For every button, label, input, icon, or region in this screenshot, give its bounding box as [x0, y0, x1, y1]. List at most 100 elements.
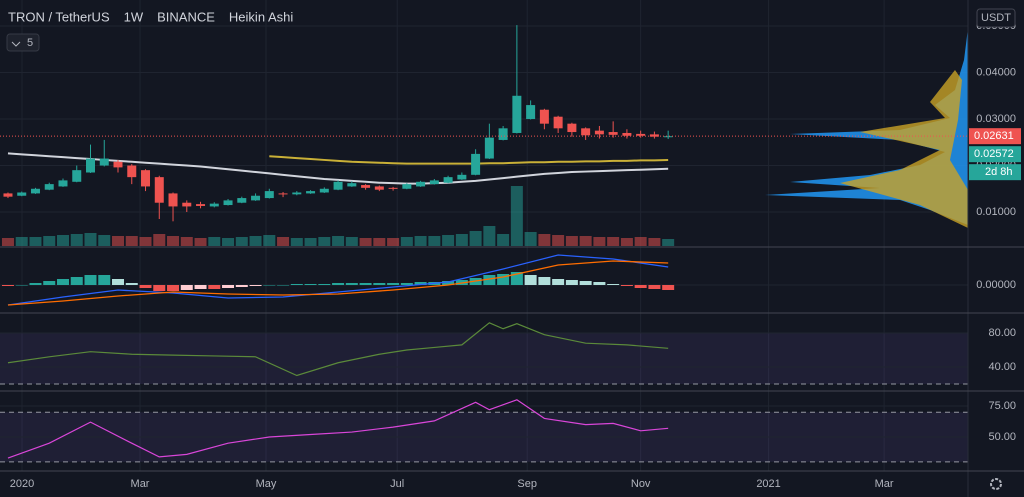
candle-body	[44, 184, 54, 190]
x-tick-label: Nov	[631, 478, 651, 490]
volume-bar	[332, 236, 345, 246]
candle-body	[182, 202, 192, 207]
macd-histogram-bar	[98, 275, 111, 285]
macd-line	[7, 254, 669, 306]
volume-bar	[263, 235, 276, 246]
volume-bar	[167, 236, 180, 246]
candle-body	[347, 183, 357, 187]
toggle-box[interactable]	[6, 33, 40, 52]
plot: 2020MarMayJulSepNov2021Mar0.010000.02000…	[0, 20, 1021, 490]
indicators-toggle[interactable]: 5	[6, 33, 40, 52]
x-tick-label: May	[256, 478, 277, 490]
volume-bar	[125, 236, 138, 246]
volume-bar	[483, 226, 496, 246]
macd-histogram-bar	[662, 285, 675, 290]
macd-histogram-bar	[112, 279, 125, 285]
price-label-box	[969, 128, 1021, 145]
volume-bar	[70, 234, 83, 246]
exchange: BINANCE	[157, 9, 215, 24]
macd-histogram-bar	[607, 284, 620, 285]
currency-box[interactable]	[976, 8, 1016, 28]
macd-histogram-bar	[414, 282, 427, 285]
band-fill	[0, 332, 968, 384]
x-tick-label: 2021	[756, 478, 780, 490]
macd-histogram-bar	[387, 283, 400, 285]
volume-bar	[98, 235, 111, 246]
countdown-box	[969, 164, 1021, 181]
candle-body	[636, 133, 646, 136]
macd-histogram-bar	[1, 285, 14, 286]
y-tick-label: 0.00000	[976, 279, 1016, 291]
macd-histogram-bar	[620, 285, 633, 286]
macd-histogram-bar	[222, 285, 235, 288]
volume-bar	[304, 238, 317, 246]
candle-body	[484, 137, 494, 159]
y-tick-label: 50.00	[988, 431, 1016, 443]
candle-body	[113, 161, 123, 168]
macd-histogram-bar	[235, 285, 248, 287]
macd-histogram-bar	[167, 285, 180, 291]
macd-histogram-bar	[15, 285, 28, 286]
y-tick-label: 0.04000	[976, 66, 1016, 78]
candle-body	[17, 192, 27, 196]
candle-body	[127, 165, 137, 178]
volume-bar	[15, 237, 28, 246]
candle-body	[223, 200, 233, 206]
chart-style: Heikin Ashi	[229, 9, 293, 24]
macd-histogram-bar	[442, 281, 455, 285]
volume-bar	[318, 237, 331, 246]
macd-histogram-bar	[43, 281, 56, 285]
candle-body	[58, 180, 68, 187]
candle-body	[86, 158, 96, 173]
volume-bar	[414, 236, 427, 246]
candle-body	[3, 193, 13, 197]
candle-body	[264, 191, 274, 199]
candle-body	[30, 188, 40, 194]
candle-body	[141, 170, 151, 187]
currency-button[interactable]: USDT	[976, 8, 1016, 28]
y-tick-label: 0.01000	[976, 206, 1016, 218]
candle-body	[512, 95, 522, 133]
x-tick-label: Mar	[131, 478, 150, 490]
macd-histogram-bar	[139, 285, 152, 288]
symbol: TRON / TetherUS	[8, 9, 110, 24]
volume-bar	[593, 237, 606, 246]
settings-button[interactable]	[990, 478, 1002, 490]
grid	[0, 0, 968, 471]
candle-body	[457, 174, 467, 180]
candle-body	[154, 177, 164, 203]
macd-histogram-bar	[483, 275, 496, 285]
macd-histogram-bar	[565, 280, 578, 285]
volume-bar	[112, 236, 125, 246]
x-tick-label: Sep	[517, 478, 537, 490]
volume-bar	[29, 237, 42, 246]
volume-bar	[469, 231, 482, 246]
candle-body	[471, 153, 481, 175]
macd-histogram-bar	[552, 279, 565, 285]
macd-histogram-bar	[194, 285, 207, 289]
volume-bar	[620, 238, 633, 246]
volume-bar	[139, 237, 152, 246]
price-label-box	[969, 146, 1021, 163]
macd-histogram-bar	[648, 285, 661, 289]
chevron-icon	[11, 41, 21, 47]
x-tick-label: Jul	[390, 478, 404, 490]
macd-histogram-bar	[290, 284, 303, 285]
candle-body	[278, 193, 288, 195]
volume-bar	[607, 237, 620, 246]
gear-icon[interactable]	[990, 478, 1002, 490]
candle-body	[402, 184, 412, 189]
candle-body	[594, 130, 604, 135]
candle-body	[209, 203, 219, 207]
candle-body	[498, 128, 508, 140]
indicator-count: 5	[27, 37, 33, 49]
candle-body	[333, 181, 343, 190]
volume-bar	[359, 238, 372, 246]
volume-bar	[194, 238, 207, 246]
macd-histogram-bar	[56, 279, 69, 285]
y-tick-label: 80.00	[988, 327, 1016, 339]
volume-bar	[400, 237, 413, 246]
volume-bar	[579, 236, 592, 246]
macd-line	[7, 260, 669, 306]
